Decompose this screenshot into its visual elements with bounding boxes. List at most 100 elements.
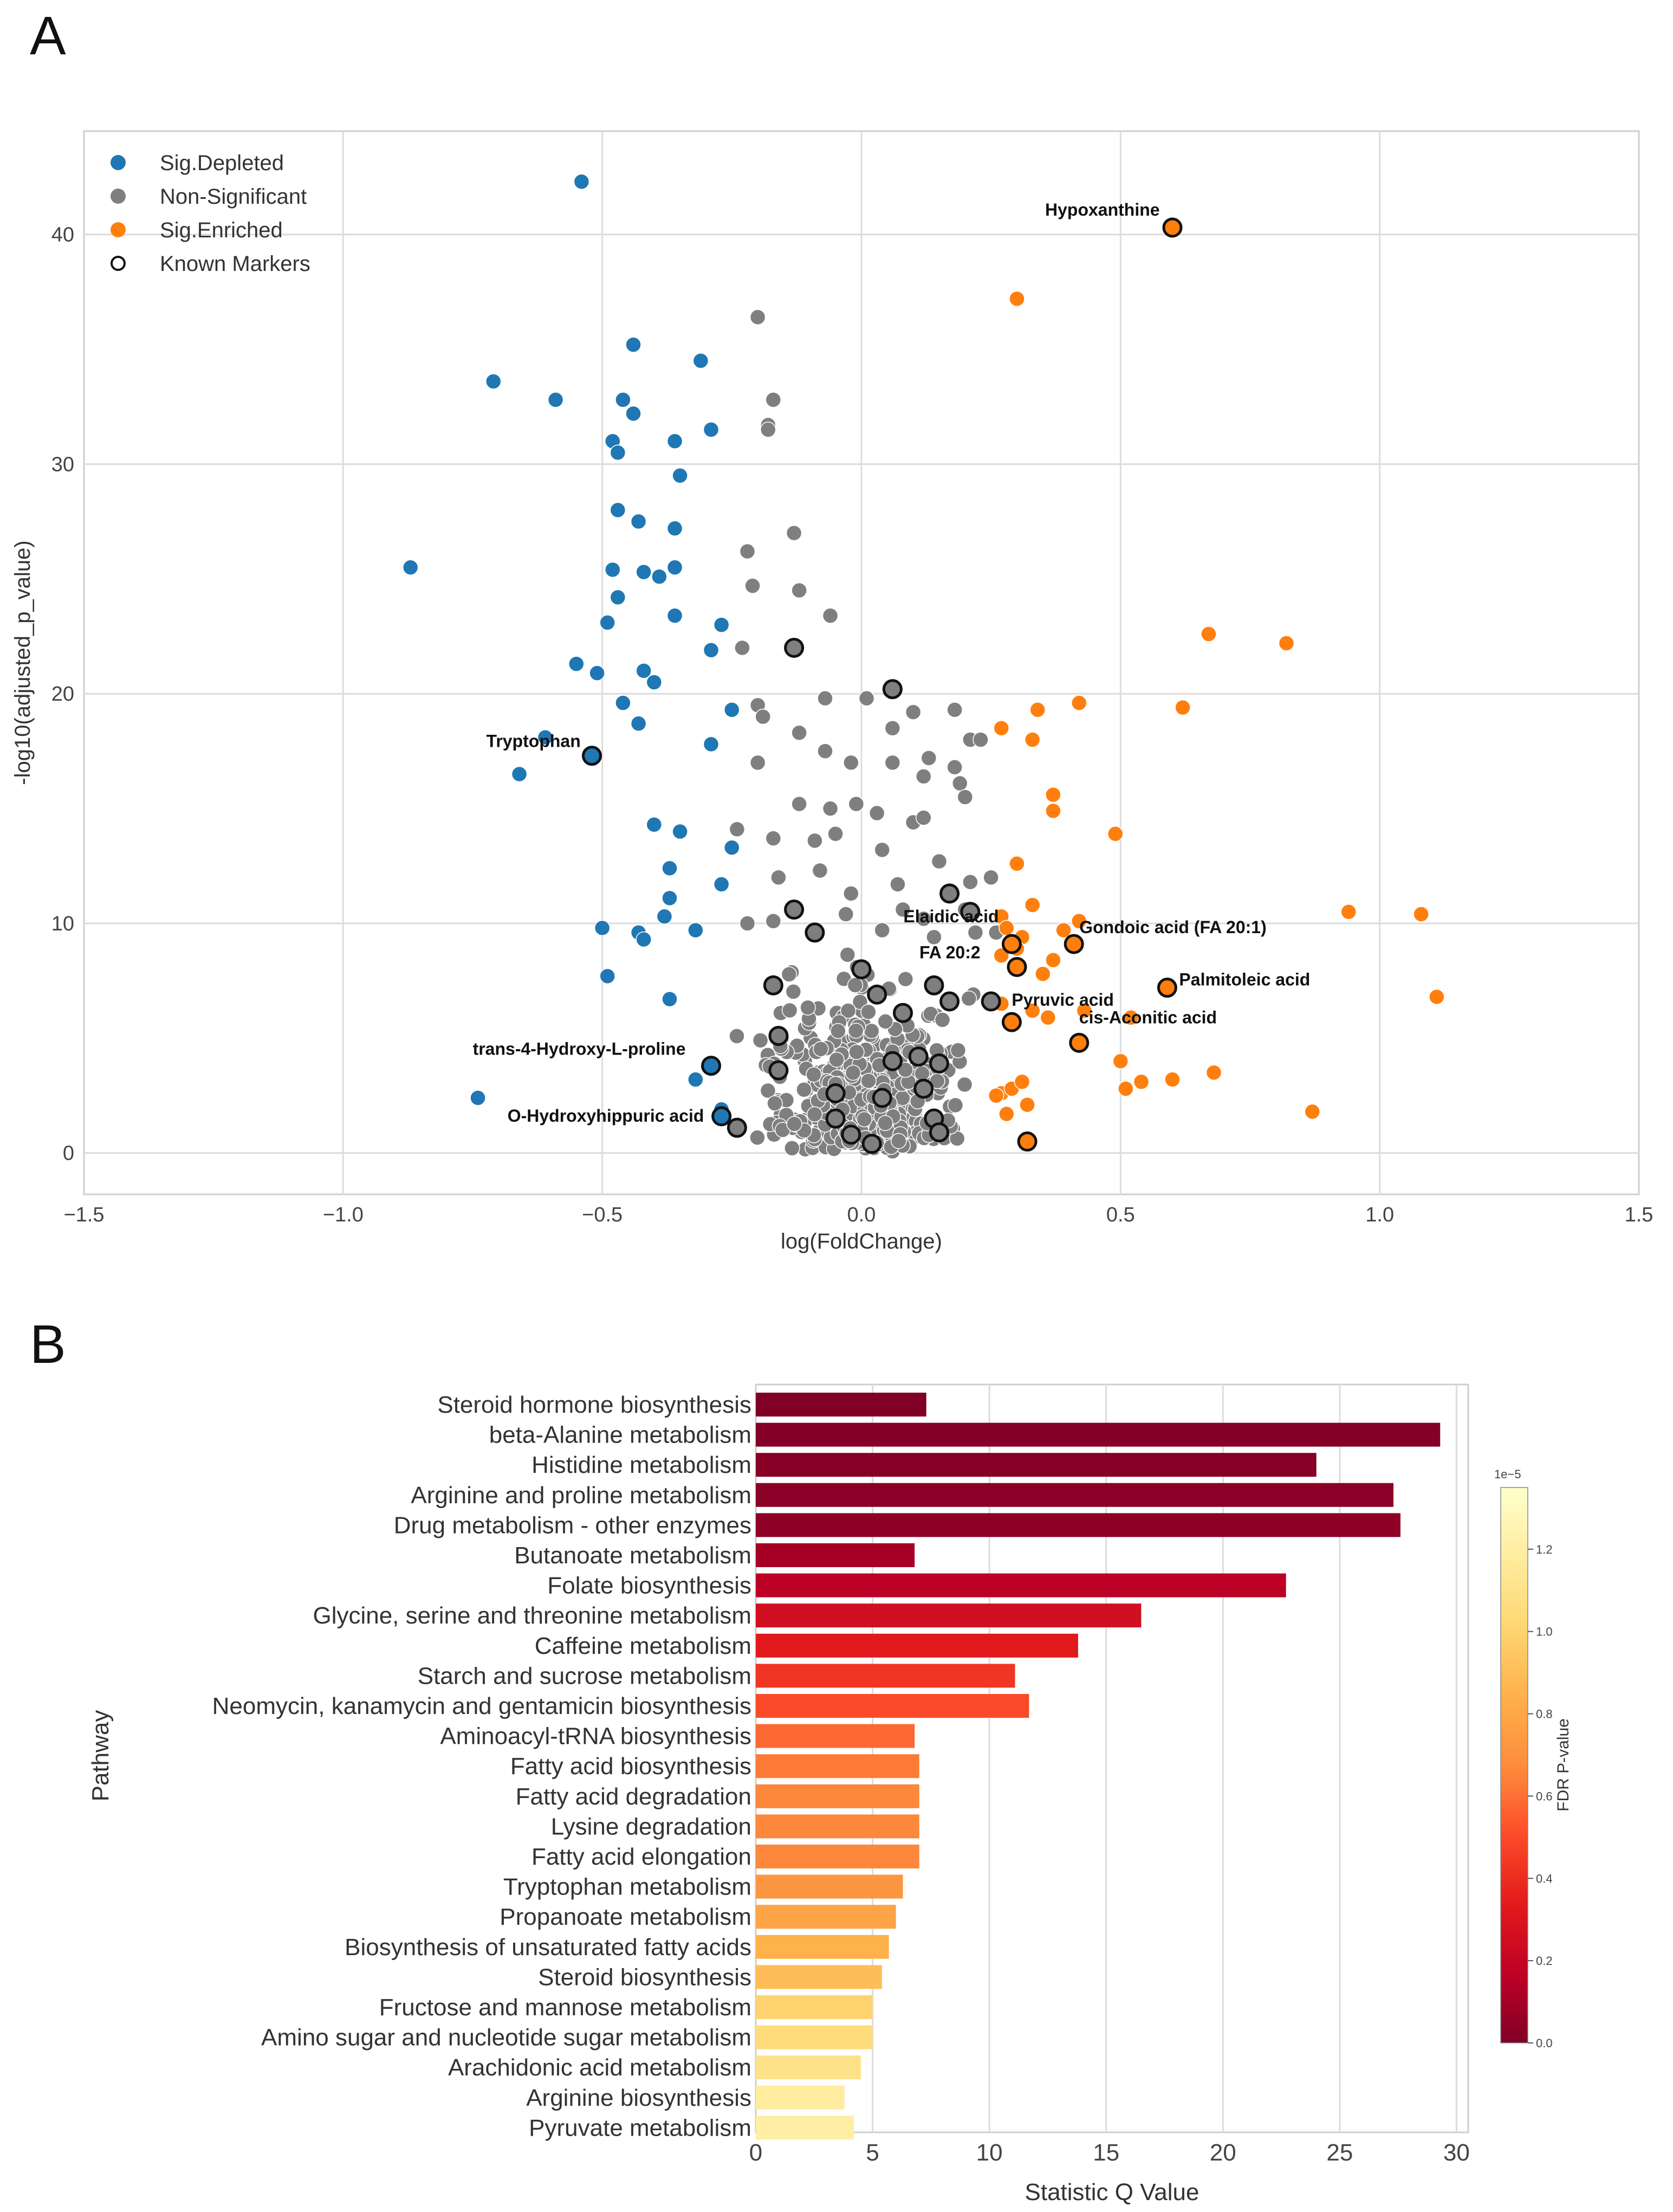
point-sig-enriched (1175, 699, 1191, 716)
point-sig-enriched (993, 720, 1010, 736)
bar-x-tick-label: 15 (1093, 2139, 1119, 2166)
point-known-marker (763, 975, 783, 995)
point-sig-enriched (1014, 1073, 1030, 1090)
point-sig-depleted (625, 405, 641, 422)
point-nonsig-cloud (891, 1133, 907, 1149)
point-non-significant (807, 832, 823, 849)
bar (756, 1694, 1029, 1718)
point-sig-depleted (568, 656, 585, 672)
point-sig-depleted (609, 444, 626, 461)
point-sig-enriched (1019, 1096, 1035, 1113)
point-known-marker (1017, 1131, 1037, 1152)
pathway-label: Tryptophan metabolism (503, 1874, 751, 1900)
legend-marker (111, 256, 126, 271)
annotation-label: trans-4-Hydroxy-L-proline (473, 1039, 686, 1059)
pathway-label: Steroid hormone biosynthesis (437, 1392, 751, 1418)
colorbar-tick-label: 1.0 (1536, 1625, 1553, 1639)
volcano-plot: −1.5 −1.0 −0.5 0.0 0.5 1.0 1.5 0 10 20 30 40 Hypoxa… (11, 130, 1653, 1253)
y-tick-label: 10 (51, 913, 74, 935)
bars (756, 1393, 1441, 2140)
point-non-significant (983, 869, 999, 885)
bar (756, 1543, 915, 1567)
pathway-label: Arginine biosynthesis (526, 2085, 751, 2111)
point-nonsig-cloud (961, 990, 977, 1007)
point-known-marker (1069, 1032, 1090, 1053)
bar-x-tick-label: 5 (866, 2139, 879, 2166)
point-nonsig-cloud (897, 1062, 913, 1078)
point-sig-depleted (636, 564, 652, 580)
point-sig-depleted (605, 561, 621, 578)
pathway-label: Fructose and mannose metabolism (379, 1994, 751, 2021)
point-non-significant (890, 876, 906, 892)
bar (756, 1965, 882, 1989)
bar (756, 2116, 854, 2140)
bar (756, 2055, 861, 2080)
point-known-marker (929, 1122, 949, 1143)
colorbar-gradient (1500, 1487, 1528, 2043)
point-sig-enriched (1009, 856, 1025, 872)
legend-label: Known Markers (160, 252, 310, 276)
point-sig-depleted (402, 559, 419, 575)
point-sig-depleted (646, 674, 663, 690)
x-tick-label: 1.5 (1625, 1204, 1653, 1226)
pathway-bar-chart: Steroid hormone biosynthesis beta-Alanine… (87, 1383, 1572, 2205)
point-nonsig-cloud (877, 1115, 893, 1131)
point-nonsig-cloud (781, 1002, 798, 1019)
point-known-marker (929, 1053, 949, 1073)
pathway-label: Histidine metabolism (531, 1452, 751, 1478)
point-sig-depleted (636, 931, 652, 948)
legend-label: Non-Significant (160, 185, 307, 209)
point-known-marker (939, 991, 960, 1012)
panel-b-letter: B (30, 1314, 66, 1375)
point-sig-depleted (599, 615, 615, 631)
bar (756, 1724, 915, 1748)
point-known-marker (981, 991, 1001, 1012)
point-sig-depleted (547, 392, 564, 408)
point-sig-enriched (1024, 897, 1041, 913)
bar-x-tick-label: 20 (1210, 2139, 1236, 2166)
point-nonsig-cloud (840, 1002, 857, 1019)
point-nonsig-cloud (781, 966, 797, 982)
point-known-marker (825, 1083, 846, 1104)
point-sig-enriched (1118, 1081, 1134, 1097)
point-sig-depleted (630, 513, 647, 530)
point-known-marker (1157, 978, 1177, 998)
annotation-label: Hypoxanthine (1045, 200, 1160, 219)
point-sig-enriched (1045, 786, 1061, 803)
point-known-marker (893, 1002, 913, 1023)
bar (756, 1905, 896, 1929)
point-non-significant (920, 750, 937, 766)
point-non-significant (926, 929, 942, 946)
point-non-significant (868, 805, 885, 822)
volcano-legend: Sig.Depleted Non-Significant Sig.Enriched K… (111, 151, 310, 276)
colorbar-tick-label: 0.2 (1536, 1954, 1553, 1968)
point-non-significant (843, 885, 859, 902)
point-sig-depleted (485, 373, 502, 390)
legend-marker (111, 155, 126, 170)
legend-marker (111, 189, 126, 204)
point-nonsig-cloud (828, 1051, 845, 1068)
point-non-significant (729, 821, 745, 837)
point-non-significant (957, 789, 974, 805)
bar (756, 1664, 1015, 1688)
point-non-significant (848, 795, 865, 812)
point-known-marker (805, 922, 825, 943)
bar (756, 2085, 845, 2110)
point-known-marker (727, 1117, 747, 1138)
bar-x-ticks: 0 5 10 15 20 25 30 (749, 2139, 1470, 2166)
colorbar-tick-label: 0.4 (1536, 1872, 1553, 1885)
point-sig-enriched (1040, 1009, 1056, 1026)
point-nonsig-cloud (956, 1076, 973, 1093)
point-non-significant (916, 768, 932, 785)
point-sig-depleted (713, 876, 730, 892)
point-non-significant (916, 910, 932, 927)
annotation-label: cis-Aconitic acid (1079, 1007, 1217, 1027)
volcano-grid (84, 131, 1639, 1194)
point-non-significant (765, 913, 782, 929)
bar-x-tick-label: 25 (1326, 2139, 1353, 2166)
volcano-points (402, 173, 1445, 1160)
point-non-significant (967, 924, 984, 941)
annotation-label: Elaidic acid (903, 907, 998, 926)
point-nonsig-cloud (796, 1082, 812, 1098)
point-sig-depleted (609, 589, 626, 605)
